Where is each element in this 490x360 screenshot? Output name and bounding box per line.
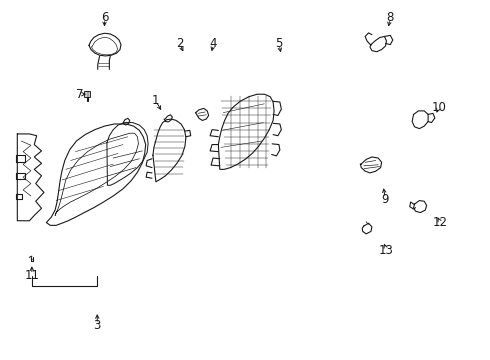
Text: 8: 8 bbox=[387, 11, 394, 24]
Text: 5: 5 bbox=[275, 37, 283, 50]
Text: 10: 10 bbox=[431, 101, 446, 114]
Bar bbox=[84, 91, 90, 97]
Text: 13: 13 bbox=[379, 244, 394, 257]
Text: 6: 6 bbox=[101, 11, 108, 24]
Text: 11: 11 bbox=[24, 269, 39, 282]
Text: 3: 3 bbox=[94, 319, 101, 332]
Text: 9: 9 bbox=[382, 193, 389, 206]
Text: 2: 2 bbox=[176, 37, 183, 50]
Text: 7: 7 bbox=[75, 88, 83, 101]
Text: 4: 4 bbox=[210, 37, 217, 50]
Text: 12: 12 bbox=[433, 216, 448, 229]
Text: 1: 1 bbox=[151, 94, 159, 107]
